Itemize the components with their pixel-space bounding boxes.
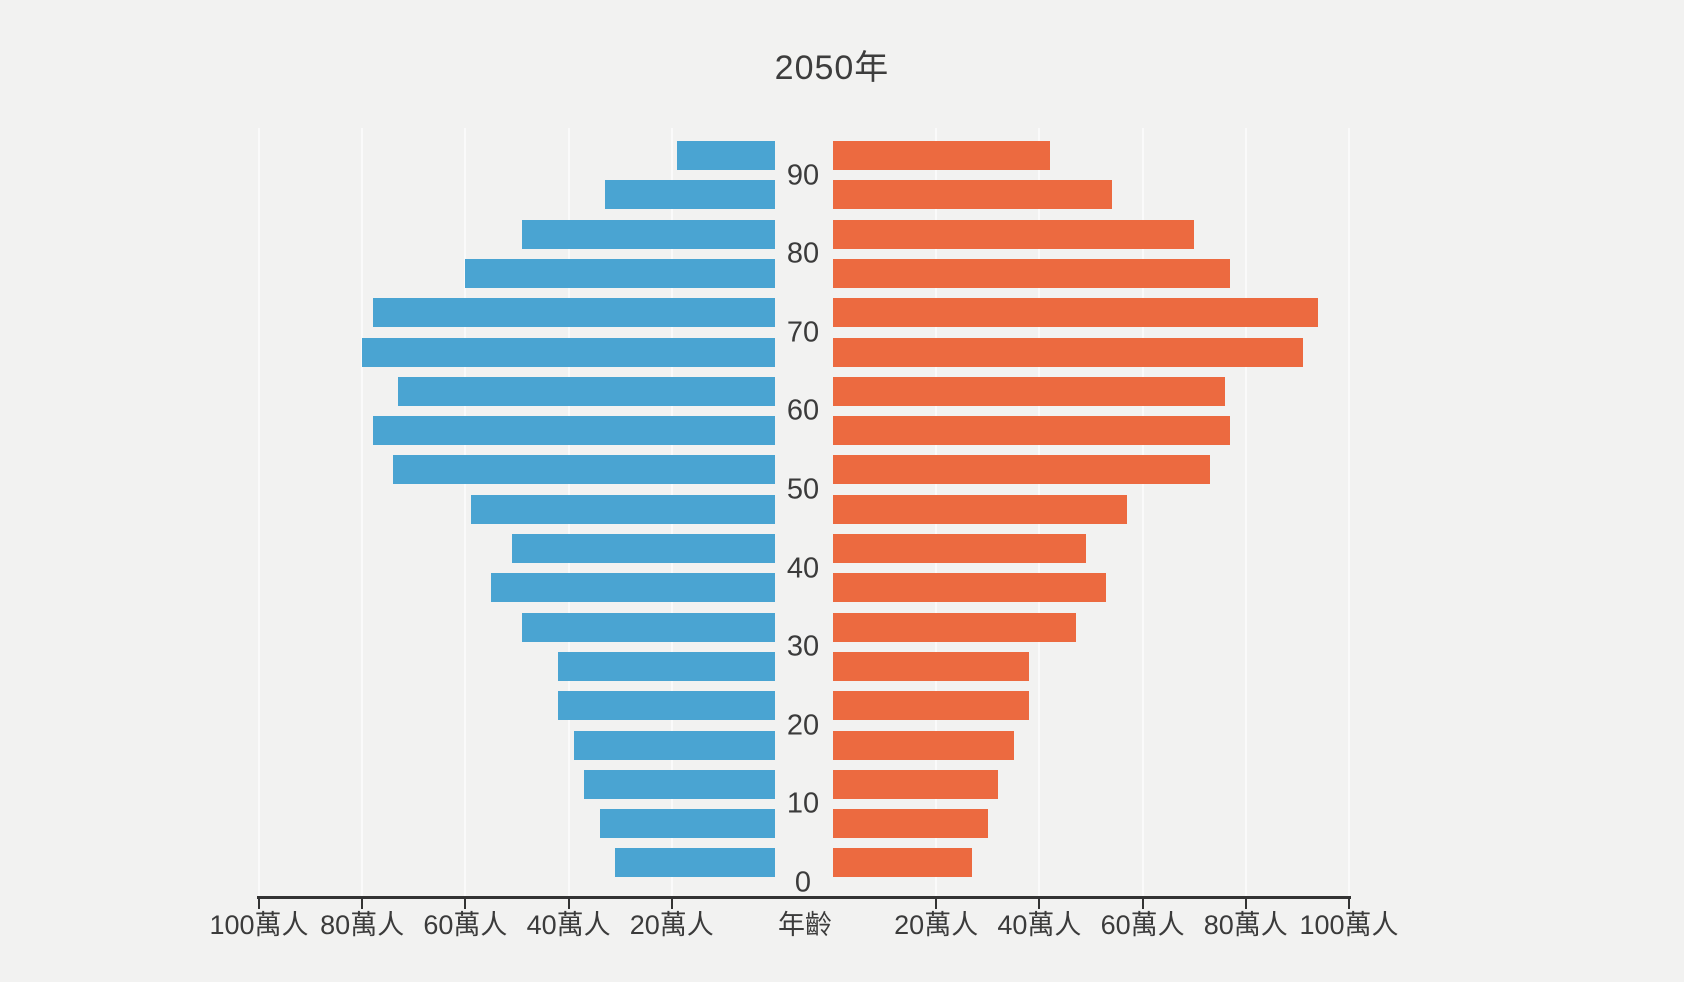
bar-right-age-35-39 [833, 573, 1107, 603]
age-tick-label-10: 10 [786, 787, 820, 820]
bar-right-age-30-34 [833, 612, 1076, 642]
bar-left-age-70-74 [372, 298, 775, 328]
gridline-left-100 [258, 128, 260, 896]
age-tick-label-40: 40 [786, 552, 820, 584]
tick-left-40 [567, 899, 570, 909]
gridline-right-80 [1244, 128, 1247, 896]
bar-left-age-15-19 [573, 730, 775, 760]
age-tick-label-60: 60 [786, 394, 820, 427]
bar-right-age-45-49 [833, 494, 1128, 524]
gridline-left-60 [464, 128, 467, 896]
tick-label-right-20: 20萬人 [894, 910, 979, 940]
age-axis-title: 年齡 [778, 910, 832, 940]
bar-right-age-55-59 [833, 416, 1231, 446]
tick-label-right-40: 40萬人 [997, 910, 1082, 940]
gridline-left-80 [361, 128, 364, 896]
bar-left-age-75-79 [465, 258, 775, 288]
tick-right-60 [1141, 899, 1144, 909]
bar-left-age-0-4 [615, 848, 775, 878]
bar-right-age-80-84 [833, 219, 1195, 249]
tick-left-20 [670, 899, 673, 909]
gridline-right-100 [1348, 128, 1350, 896]
age-tick-label-70: 70 [786, 316, 820, 349]
tick-right-80 [1244, 899, 1247, 909]
bar-left-age-65-69 [362, 337, 775, 367]
bar-left-age-50-54 [393, 455, 775, 485]
bar-right-age-90-94 [833, 141, 1050, 170]
gridline-right-60 [1141, 128, 1144, 896]
bar-left-age-55-59 [372, 416, 775, 446]
tick-left-100 [258, 899, 260, 909]
bar-left-age-25-29 [558, 651, 775, 681]
bar-left-age-30-34 [522, 612, 775, 642]
bar-left-age-80-84 [522, 219, 775, 249]
bar-right-age-65-69 [833, 337, 1303, 367]
bar-right-age-15-19 [833, 730, 1014, 760]
bar-right-age-70-74 [833, 298, 1319, 328]
tick-label-left-20: 20萬人 [629, 910, 714, 940]
bar-right-age-10-14 [833, 769, 999, 799]
bar-left-age-45-49 [470, 494, 775, 524]
bar-right-age-0-4 [833, 848, 973, 878]
tick-label-right-80: 80萬人 [1203, 910, 1288, 940]
bar-right-age-40-44 [833, 534, 1086, 563]
age-tick-label-90: 90 [786, 159, 820, 191]
tick-label-left-60: 60萬人 [423, 910, 508, 940]
bar-left-age-40-44 [511, 534, 775, 563]
age-tick-label-50: 50 [786, 473, 820, 506]
tick-right-20 [935, 899, 938, 909]
bar-left-age-20-24 [558, 691, 775, 721]
bar-left-age-10-14 [584, 769, 775, 799]
age-tick-label-30: 30 [786, 630, 820, 663]
tick-left-60 [464, 899, 467, 909]
age-tick-label-0: 0 [794, 866, 812, 899]
bar-right-age-75-79 [833, 258, 1231, 288]
tick-right-100 [1348, 899, 1350, 909]
chart-title: 2050年 [774, 49, 890, 87]
bar-left-age-35-39 [491, 573, 775, 603]
tick-right-40 [1038, 899, 1041, 909]
bar-right-age-50-54 [833, 455, 1210, 485]
bar-left-age-85-89 [604, 180, 775, 210]
bar-left-age-60-64 [398, 376, 775, 406]
tick-label-right-60: 60萬人 [1100, 910, 1185, 940]
tick-label-right-100: 100萬人 [1299, 910, 1399, 940]
tick-left-80 [361, 899, 364, 909]
age-tick-label-80: 80 [786, 237, 820, 270]
tick-label-left-80: 80萬人 [320, 910, 405, 940]
tick-label-left-100: 100萬人 [209, 910, 309, 940]
bar-right-age-20-24 [833, 691, 1030, 721]
age-tick-label-20: 20 [786, 709, 820, 742]
bar-right-age-60-64 [833, 376, 1226, 406]
bar-right-age-25-29 [833, 651, 1030, 681]
bar-right-age-5-9 [833, 809, 988, 839]
tick-label-left-40: 40萬人 [526, 910, 611, 940]
bar-left-age-90-94 [676, 141, 775, 170]
bar-left-age-5-9 [599, 809, 775, 839]
x-axis-line [257, 896, 1351, 899]
bar-right-age-85-89 [833, 180, 1112, 210]
